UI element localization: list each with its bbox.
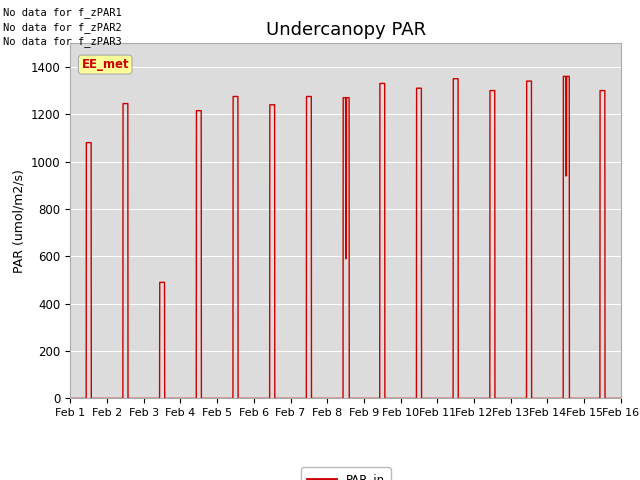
- Text: No data for f_zPAR2: No data for f_zPAR2: [3, 22, 122, 33]
- Text: EE_met: EE_met: [81, 58, 129, 71]
- Y-axis label: PAR (umol/m2/s): PAR (umol/m2/s): [12, 169, 26, 273]
- Text: No data for f_zPAR3: No data for f_zPAR3: [3, 36, 122, 47]
- Text: No data for f_zPAR1: No data for f_zPAR1: [3, 7, 122, 18]
- Title: Undercanopy PAR: Undercanopy PAR: [266, 21, 426, 39]
- Legend: PAR_in: PAR_in: [301, 467, 390, 480]
